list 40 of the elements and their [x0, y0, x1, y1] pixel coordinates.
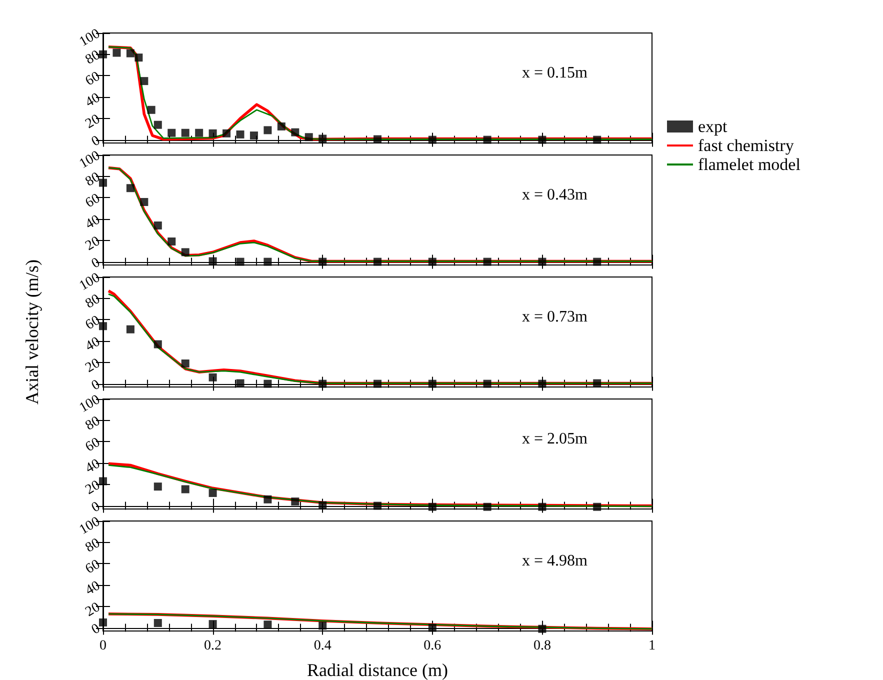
y-tick-label: 20	[83, 356, 103, 376]
x-tick-label: 0.8	[533, 638, 551, 654]
y-tick-label: 80	[83, 292, 103, 312]
y-tick-label: 60	[83, 435, 103, 456]
y-tick-label: 80	[83, 536, 103, 556]
y-tick-label: 100	[77, 270, 103, 294]
y-tick-label: 100	[77, 148, 103, 172]
legend-label: flamelet model	[698, 155, 801, 174]
y-tick-label: 100	[77, 392, 103, 416]
y-tick-label: 20	[83, 234, 103, 254]
y-tick-label: 40	[83, 90, 103, 111]
legend-label: expt	[698, 117, 728, 136]
y-tick-label: 100	[77, 514, 103, 538]
y-tick-label: 60	[83, 557, 103, 578]
y-tick-label: 80	[83, 414, 103, 434]
annotation: x = 0.73m	[522, 308, 588, 326]
y-tick-label: 60	[83, 69, 103, 90]
x-tick-label: 1	[648, 638, 656, 654]
y-tick-label: 40	[83, 456, 103, 477]
y-tick-label: 40	[83, 334, 103, 355]
y-axis-title: Axial velocity (m/s)	[22, 260, 42, 404]
y-tick-label: 80	[83, 170, 103, 190]
x-axis-title: Radial distance (m)	[307, 660, 448, 680]
y-tick-label: 20	[83, 600, 103, 620]
y-tick-label: 60	[83, 191, 103, 212]
annotation: x = 4.98m	[522, 552, 588, 570]
annotation: x = 0.43m	[522, 186, 588, 204]
y-tick-label: 20	[83, 112, 103, 132]
y-tick-label: 80	[83, 48, 103, 68]
y-tick-label: 100	[77, 26, 103, 50]
annotation: x = 0.15m	[522, 64, 588, 82]
annotation: x = 2.05m	[522, 430, 588, 448]
y-tick-label: 20	[83, 478, 103, 498]
y-tick-label: 40	[83, 578, 103, 599]
x-tick-label: 0.4	[314, 638, 332, 654]
y-tick-label: 40	[83, 212, 103, 233]
x-tick-label: 0.6	[424, 638, 442, 654]
legend-label: fast chemistry	[698, 136, 794, 155]
x-tick-label: 0.2	[204, 638, 222, 654]
y-tick-label: 60	[83, 313, 103, 334]
